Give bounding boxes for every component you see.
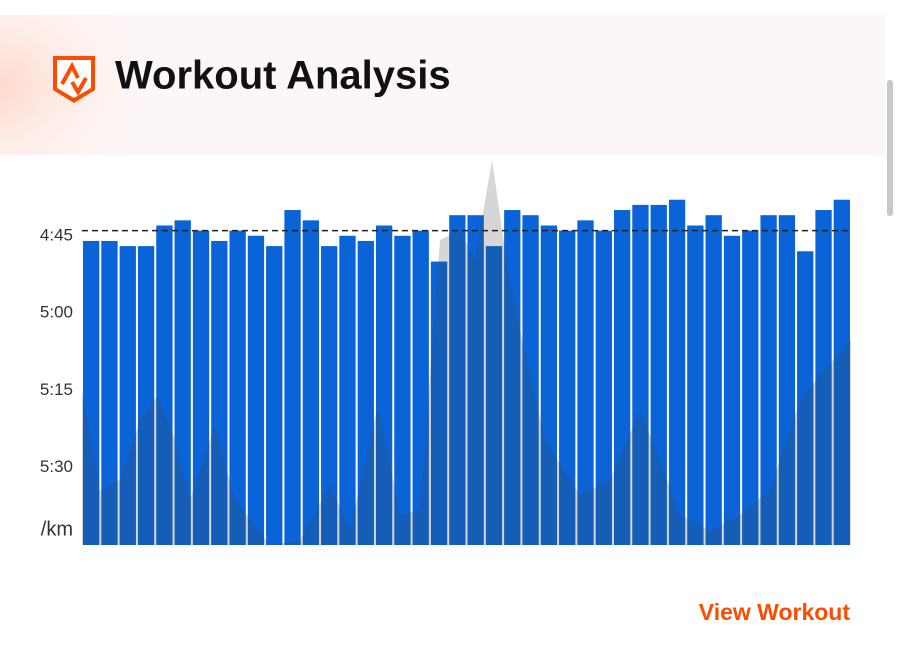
bar [742, 230, 759, 545]
bar [119, 246, 136, 545]
bar [83, 240, 100, 545]
bar [430, 261, 448, 545]
bar [778, 215, 796, 546]
bar [284, 210, 301, 546]
bar [723, 235, 741, 546]
bar [302, 220, 320, 545]
bar [229, 230, 246, 545]
y-tick-label: 5:30 [40, 457, 73, 476]
bar [321, 246, 338, 545]
view-workout-button[interactable]: View Workout [699, 599, 851, 625]
bar [339, 235, 356, 546]
bar [833, 199, 850, 545]
bar [394, 235, 411, 546]
bar [156, 225, 173, 545]
y-tick-label: 4:45 [40, 225, 73, 244]
bar [613, 210, 631, 546]
y-tick-label: 5:15 [40, 380, 73, 399]
bar [211, 240, 228, 545]
bar [595, 230, 612, 545]
bar [137, 246, 155, 545]
bar [540, 225, 558, 545]
bar [101, 240, 118, 545]
bar [815, 210, 832, 546]
bar [797, 251, 814, 545]
bar [705, 215, 722, 546]
logo [53, 56, 95, 103]
bar [632, 204, 649, 545]
bar [522, 215, 539, 546]
bar [266, 246, 283, 545]
title: Workout Analysis [115, 54, 451, 98]
elevation-overlay [82, 160, 851, 545]
bar [247, 235, 265, 546]
y-unit-label: /km [41, 518, 73, 540]
y-tick-label: 5:00 [40, 303, 73, 322]
scrollbar [887, 80, 893, 216]
bar [650, 204, 667, 545]
chart: 4:45 5:00 5:15 5:30/km [40, 160, 851, 546]
bar [375, 225, 393, 545]
bar [174, 220, 191, 545]
bar [192, 230, 210, 545]
bar [760, 215, 777, 546]
bar [687, 225, 704, 545]
bar [412, 230, 429, 545]
bar [467, 215, 484, 546]
bar [357, 240, 374, 545]
bar [449, 215, 466, 546]
bar [504, 210, 521, 546]
bar [559, 230, 576, 545]
bar [485, 246, 503, 545]
bar [577, 220, 594, 545]
bar [668, 199, 686, 545]
